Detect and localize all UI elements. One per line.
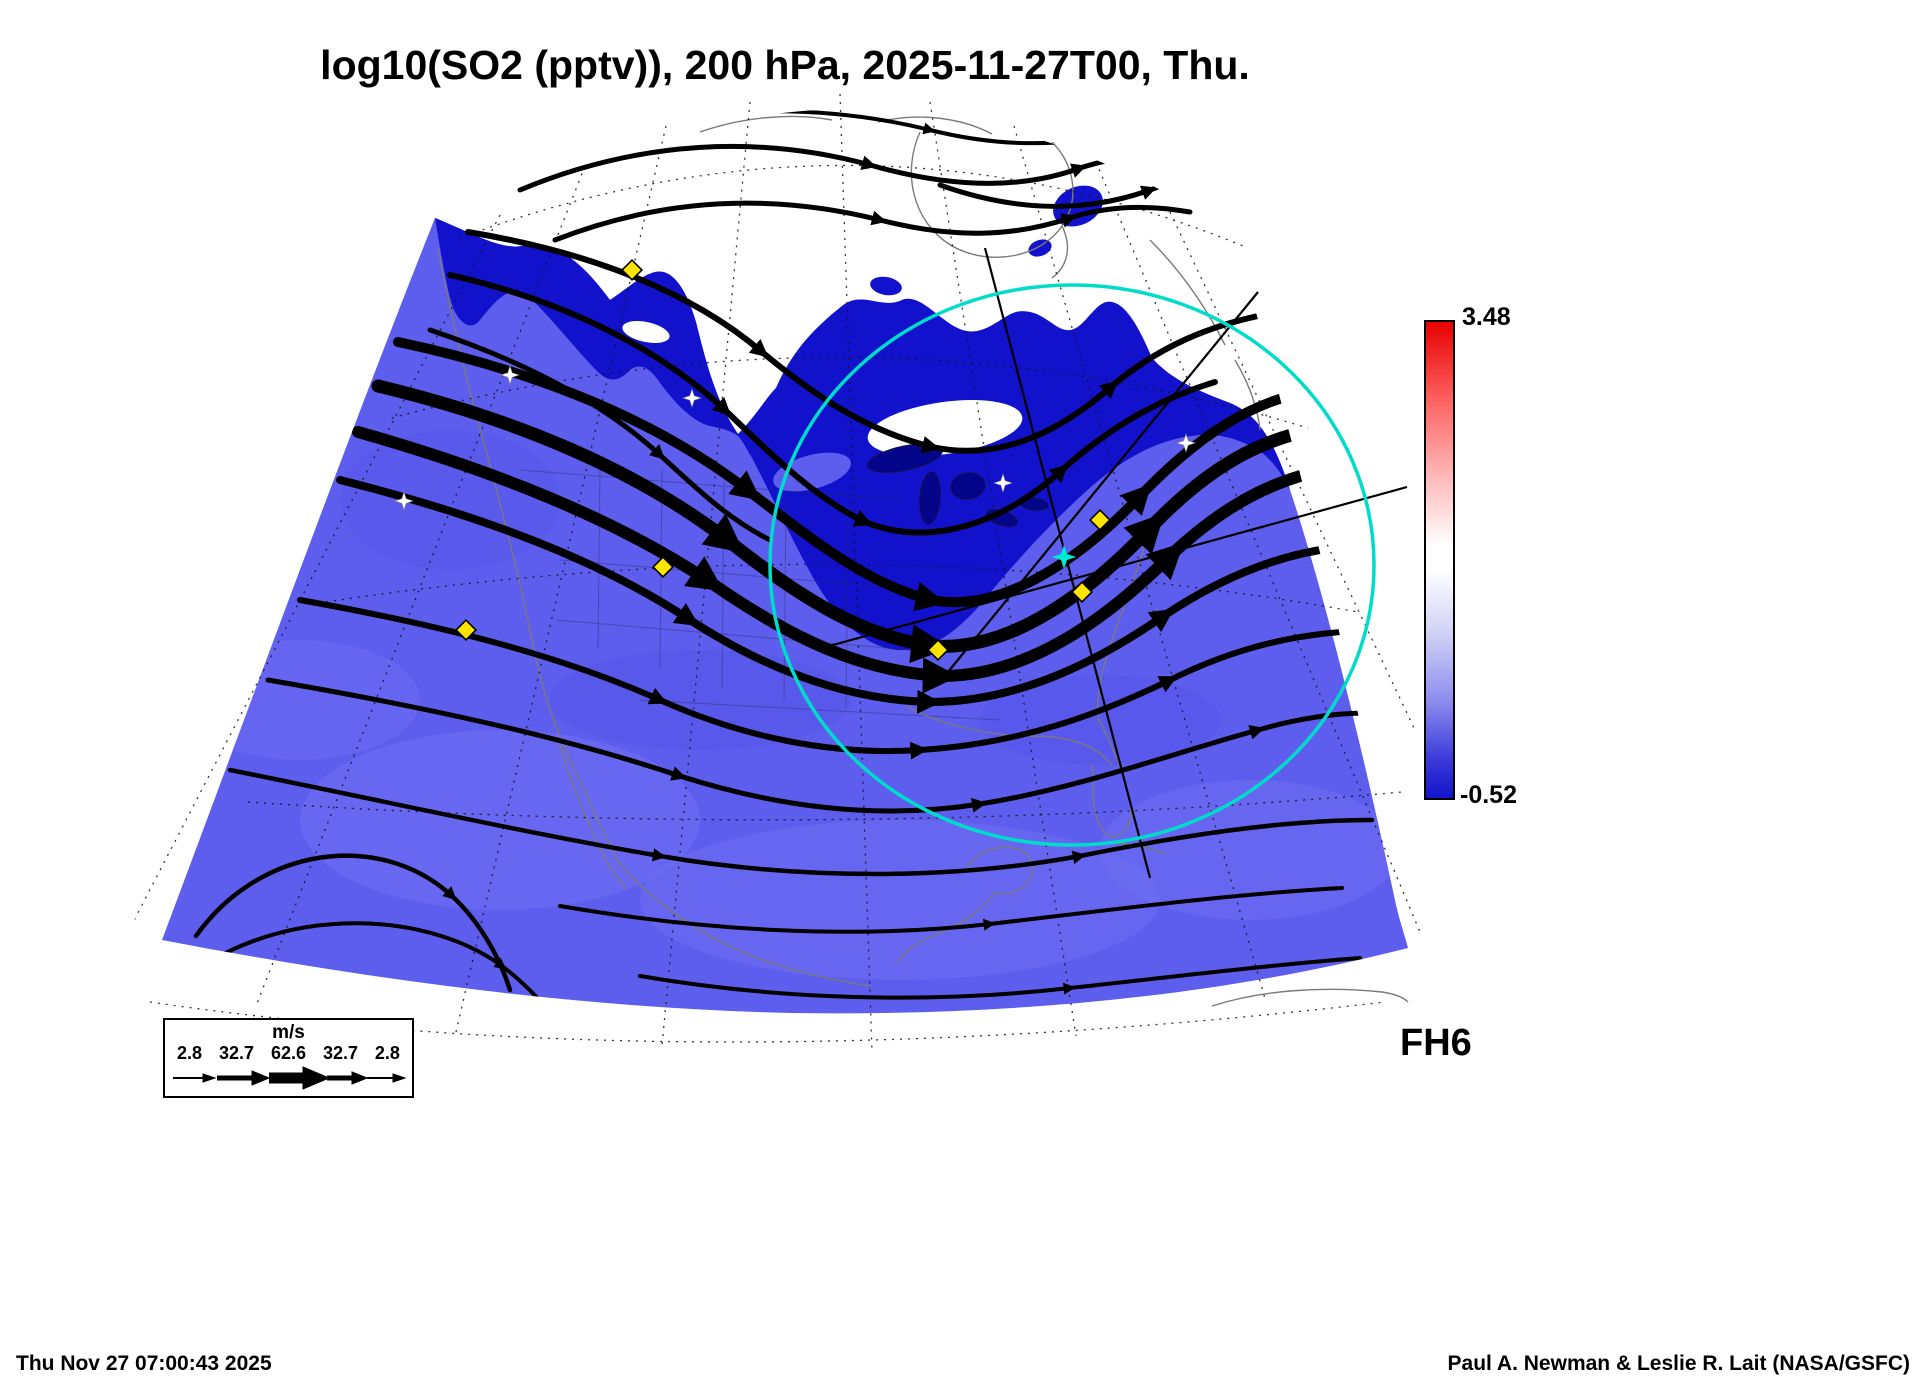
range-ring xyxy=(768,283,1376,847)
trajectory-lines xyxy=(821,247,1408,879)
wind-legend-speeds: 2.8 32.7 62.6 32.7 2.8 xyxy=(165,1044,412,1062)
footer-credit: Paul A. Newman & Leslie R. Lait (NASA/GS… xyxy=(1447,1352,1910,1375)
wind-speed-value: 2.8 xyxy=(374,1043,400,1063)
wind-speed-value: 32.7 xyxy=(322,1043,358,1063)
wind-legend-units: m/s xyxy=(272,1022,305,1043)
footer-timestamp: Thu Nov 27 07:00:43 2025 xyxy=(16,1352,272,1375)
wind-speed-legend: m/s 2.8 32.7 62.6 32.7 2.8 xyxy=(163,1018,414,1098)
range-ring-center-star xyxy=(1052,545,1076,569)
colorbar-max-label: 3.48 xyxy=(1462,303,1511,331)
wind-legend-arrows xyxy=(172,1066,407,1090)
city-star-markers xyxy=(394,365,1196,511)
colorbar-min-label: -0.52 xyxy=(1460,781,1517,809)
station-diamond-markers xyxy=(454,258,1112,662)
wind-speed-value: 32.7 xyxy=(218,1043,255,1063)
colorbar xyxy=(1424,320,1455,800)
wind-speed-value: 62.6 xyxy=(270,1043,306,1063)
wind-speed-value: 2.8 xyxy=(177,1043,203,1063)
plot-title: log10(SO2 (pptv)), 200 hPa, 2025-11-27T0… xyxy=(320,42,1250,88)
forecast-hour-label: FH6 xyxy=(1400,1022,1472,1064)
